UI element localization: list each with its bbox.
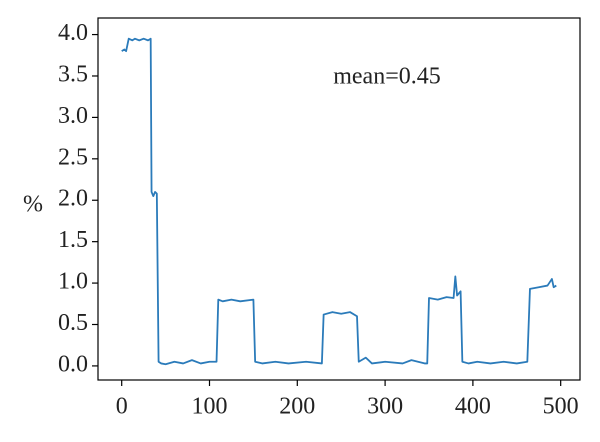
y-axis-label: % bbox=[23, 192, 43, 218]
x-tick-label: 0 bbox=[116, 394, 128, 420]
x-tick-label: 100 bbox=[192, 394, 228, 420]
y-tick-label: 0.5 bbox=[58, 310, 88, 336]
x-tick-label: 400 bbox=[455, 394, 491, 420]
y-tick-label: 0.0 bbox=[58, 351, 88, 377]
line bbox=[121, 37, 557, 366]
x-tick-label: 300 bbox=[367, 394, 403, 420]
y-tick-label: 1.5 bbox=[58, 227, 88, 253]
x-tick-label: 500 bbox=[543, 394, 579, 420]
x-tick-label: 200 bbox=[279, 394, 315, 420]
y-tick-label: 3.0 bbox=[58, 103, 88, 129]
annotation: mean=0.45 bbox=[333, 64, 441, 90]
y-tick-label: 3.5 bbox=[58, 61, 88, 87]
y-tick-label: 2.0 bbox=[58, 186, 88, 212]
y-tick-label: 2.5 bbox=[58, 144, 88, 170]
y-tick-label: 1.0 bbox=[58, 269, 88, 295]
y-tick-label: 4.0 bbox=[58, 20, 88, 46]
plot-frame bbox=[97, 17, 581, 381]
